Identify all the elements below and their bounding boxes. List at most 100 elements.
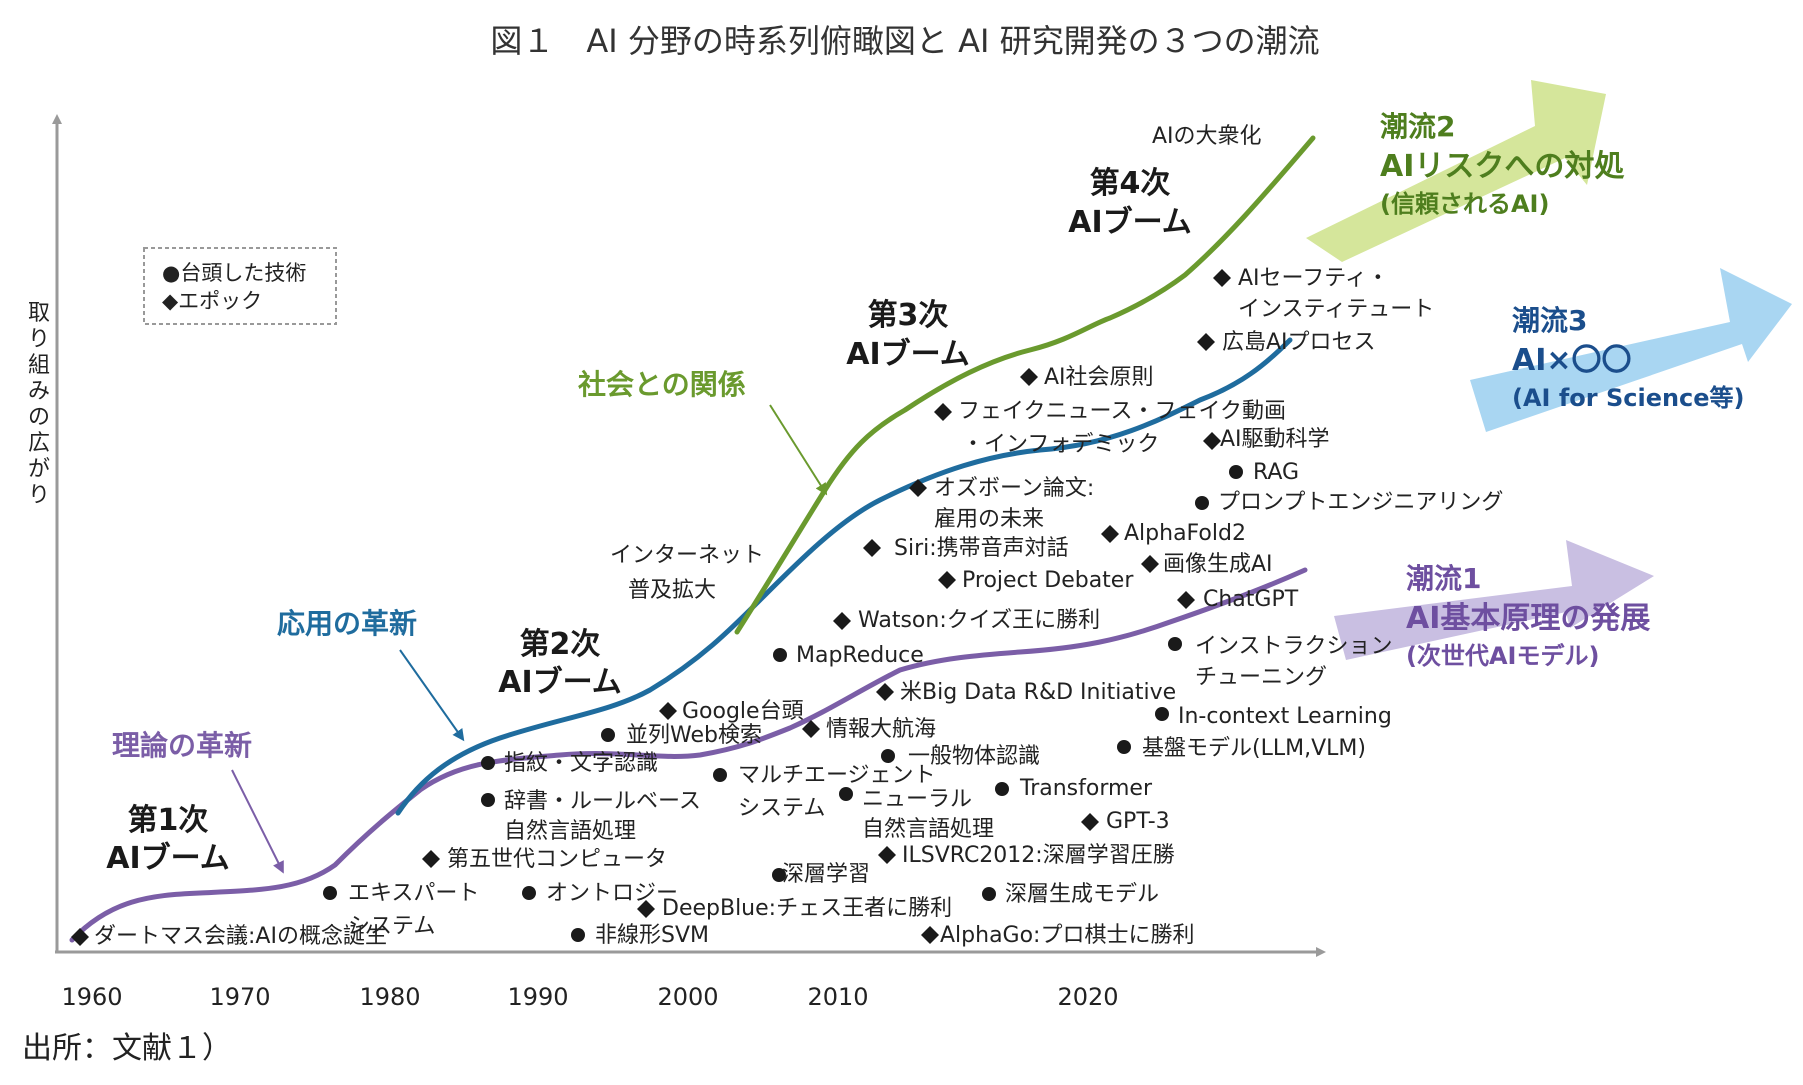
tick-label: 2000 xyxy=(657,983,718,1011)
tech-dot-marker xyxy=(1195,496,1209,510)
epoch-diamond-marker xyxy=(1177,591,1195,609)
event-fingerprint: 指紋・文字認識 xyxy=(504,751,658,776)
epoch-diamond-marker xyxy=(1213,269,1231,287)
event-alphago: AlphaGo:プロ棋士に勝利 xyxy=(940,923,1194,948)
event-neural-2: 自然言語処理 xyxy=(862,817,994,842)
epoch-diamond-marker xyxy=(934,403,952,421)
event-ilsvrc: ILSVRC2012:深層学習圧勝 xyxy=(902,843,1175,868)
y-axis-label-char: 取 xyxy=(28,301,50,326)
epoch-diamond-marker xyxy=(1020,368,1038,386)
event-big-data: 米Big Data R&D Initiative xyxy=(900,680,1176,705)
stream1-title: 潮流1 xyxy=(1406,562,1481,595)
epoch-diamond-marker xyxy=(659,702,677,720)
event-gpt3: GPT-3 xyxy=(1106,809,1170,834)
stream3-sub: (AI for Science等) xyxy=(1512,384,1745,412)
application-label: 応用の革新 xyxy=(277,607,417,640)
tick-label: 1980 xyxy=(359,983,420,1011)
event-foundation: 基盤モデル(LLM,VLM) xyxy=(1142,736,1366,761)
boom3-line2: AIブーム xyxy=(846,337,969,372)
epoch-diamond-marker xyxy=(1141,555,1159,573)
event-dartmouth: ダートマス会議:AIの概念誕生 xyxy=(94,924,387,949)
y-axis-label-text: 取り組みの広がり xyxy=(28,301,50,508)
application-curve xyxy=(395,337,1293,816)
event-google: Google台頭 xyxy=(682,699,804,724)
epoch-diamond-marker xyxy=(1101,525,1119,543)
event-prompt-eng: プロンプトエンジニアリング xyxy=(1218,490,1503,515)
stream2-main: AIリスクへの対処 xyxy=(1380,149,1624,184)
event-expert-2: システム xyxy=(348,914,435,939)
epoch-diamond-marker xyxy=(938,571,956,589)
boom2-line1: 第2次 xyxy=(520,627,601,662)
event-svm: 非線形SVM xyxy=(595,923,709,948)
event-icl: In-context Learning xyxy=(1178,704,1392,729)
y-axis-label-char: が xyxy=(28,457,50,482)
legend-box xyxy=(143,247,337,325)
epoch-diamond-marker xyxy=(802,720,820,738)
figure-title: 図１ AI 分野の時系列俯瞰図と AI 研究開発の３つの潮流 xyxy=(490,22,1319,60)
mass-adoption-label: AIの大衆化 xyxy=(1152,124,1262,149)
tech-dot-marker xyxy=(481,756,495,770)
epoch-diamond-marker xyxy=(833,612,851,630)
epoch-diamond-marker xyxy=(637,900,655,918)
y-axis-label-char: み xyxy=(28,379,50,404)
epoch-diamond-marker xyxy=(863,539,881,557)
boom1-line2: AIブーム xyxy=(106,841,229,876)
event-chatgpt: ChatGPT xyxy=(1203,587,1299,612)
tech-dot-marker xyxy=(982,887,996,901)
y-axis-label: 取り組みの広がり xyxy=(28,301,50,508)
tech-dot-marker xyxy=(1168,637,1182,651)
event-safety-1: AIセーフティ・ xyxy=(1238,266,1389,291)
y-axis-label-char: 組 xyxy=(28,353,50,378)
tech-dot-marker xyxy=(522,886,536,900)
epoch-diamond-marker xyxy=(909,479,927,497)
event-general-object: 一般物体認識 xyxy=(908,744,1040,769)
tech-dot-marker xyxy=(323,886,337,900)
stream3-title: 潮流3 xyxy=(1512,304,1587,337)
event-info-voyage: 情報大航海 xyxy=(826,717,936,742)
event-dict-2: 自然言語処理 xyxy=(504,819,636,844)
event-ai-driven: AI駆動科学 xyxy=(1220,427,1330,452)
stream2-sub: (信頼されるAI) xyxy=(1380,190,1549,218)
tech-dot-marker xyxy=(995,782,1009,796)
event-neural-1: ニューラル xyxy=(862,787,972,812)
event-multiagent-2: システム xyxy=(738,796,825,821)
event-osborne-1: オズボーン論文: xyxy=(934,476,1094,501)
tick-label: 1970 xyxy=(209,983,270,1011)
legend-epoch: ◆エポック xyxy=(162,289,262,313)
boom3-line1: 第3次 xyxy=(868,298,949,333)
tech-dot-marker xyxy=(1155,707,1169,721)
boom4-line2: AIブーム xyxy=(1068,205,1191,240)
event-siri: Siri:携帯音声対話 xyxy=(894,536,1069,561)
legend: ●台頭した技術 ◆エポック xyxy=(143,247,337,325)
x-axis-ticks: 1960 1970 1980 1990 2000 2010 2020 xyxy=(61,983,1118,1011)
event-rag: RAG xyxy=(1253,460,1299,485)
event-ai-principles: AI社会原則 xyxy=(1044,365,1154,390)
boom4-line1: 第4次 xyxy=(1090,166,1171,201)
event-expert-1: エキスパート xyxy=(348,881,479,906)
event-watson: Watson:クイズ王に勝利 xyxy=(858,608,1100,633)
stream3-arrow xyxy=(1470,268,1792,432)
tech-dot-marker xyxy=(1117,740,1131,754)
society-label: 社会との関係 xyxy=(578,368,746,401)
source-note: 出所：文献１） xyxy=(22,1031,232,1066)
epoch-diamond-marker xyxy=(1203,432,1221,450)
event-markers xyxy=(71,269,1243,946)
event-fake-1: フェイクニュース・フェイク動画 xyxy=(958,399,1286,424)
event-fake-2: ・インフォデミック xyxy=(962,432,1159,457)
event-ontology: オントロジー xyxy=(546,881,678,906)
event-mapreduce: MapReduce xyxy=(796,643,924,668)
event-dict-1: 辞書・ルールベース xyxy=(504,789,701,814)
epoch-diamond-marker xyxy=(878,846,896,864)
stream1-arrow xyxy=(1334,540,1654,660)
epoch-diamond-marker xyxy=(71,928,89,946)
tech-dot-marker xyxy=(773,648,787,662)
y-axis-label-char: り xyxy=(28,483,50,508)
event-multiagent-1: マルチエージェント xyxy=(738,763,936,788)
theory-curve xyxy=(69,567,1308,943)
stream1-main: AI基本原理の発展 xyxy=(1406,601,1650,636)
event-safety-2: インスティテュート xyxy=(1238,297,1434,322)
society-pointer xyxy=(769,404,828,496)
epoch-diamond-marker xyxy=(921,926,939,944)
tech-dot-marker xyxy=(713,768,727,782)
